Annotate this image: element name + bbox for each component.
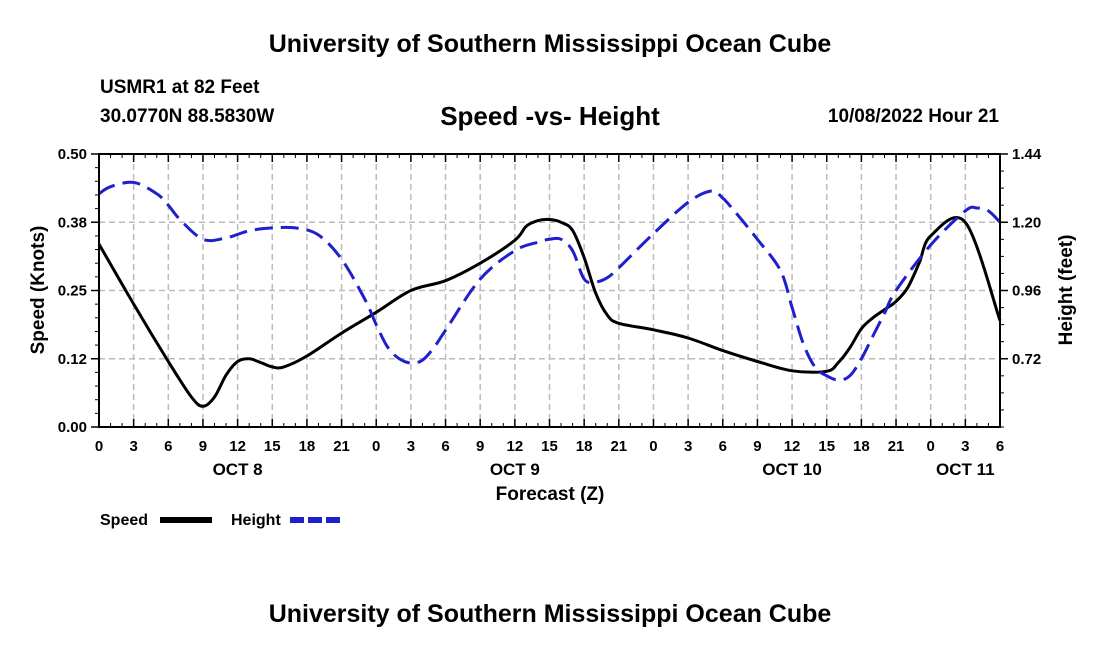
x-tick-label: 12 (507, 438, 524, 455)
axis-ticks (91, 153, 1008, 428)
y2-tick-label: 0.96 (1012, 283, 1041, 300)
x-tick-label: 15 (541, 438, 558, 455)
speed-series-line (97, 216, 1002, 408)
x-tick-label: 6 (996, 438, 1004, 455)
x-tick-label: 18 (299, 438, 316, 455)
y-tick-label: 0.50 (58, 146, 87, 163)
x-tick-label: 3 (961, 438, 969, 455)
x-tick-label: 21 (333, 438, 350, 455)
y2-axis-title: Height (feet) (1056, 235, 1077, 346)
x-tick-label: 18 (853, 438, 870, 455)
y-tick-label: 0.12 (58, 351, 87, 368)
page-title: University of Southern Mississippi Ocean… (268, 30, 832, 58)
legend-speed-label: Speed (100, 512, 148, 529)
y2-tick-label: 0.72 (1012, 351, 1041, 368)
x-tick-label: 15 (264, 438, 281, 455)
x-tick-label: 0 (372, 438, 380, 455)
x-tick-label: 21 (888, 438, 905, 455)
y-axis-title: Speed (Knots) (28, 226, 49, 355)
y2-tick-label: 1.44 (1012, 146, 1042, 163)
x-axis-title: Forecast (Z) (496, 484, 605, 505)
grid-lines (99, 154, 1000, 427)
x-tick-label: 0 (649, 438, 657, 455)
date-label: OCT 10 (762, 460, 822, 479)
legend-height-label: Height (231, 512, 281, 529)
x-tick-label: 3 (407, 438, 415, 455)
x-tick-label: 6 (441, 438, 449, 455)
x-tick-label: 3 (684, 438, 692, 455)
series-lines (97, 180, 1002, 408)
x-tick-label: 0 (95, 438, 103, 455)
x-tick-label: 6 (164, 438, 172, 455)
footer-title: University of Southern Mississippi Ocean… (268, 600, 832, 628)
x-tick-label: 12 (784, 438, 801, 455)
x-tick-label: 9 (476, 438, 484, 455)
axis-labels: 0 3 6 9 12 15 18 21 0 3 6 9 12 15 18 21 0 3 6 9 12 15 18 21 0 3 6O… (58, 146, 1042, 479)
x-tick-label: 9 (753, 438, 761, 455)
station-label: USMR1 at 82 Feet (100, 77, 260, 98)
y2-tick-label: 1.20 (1012, 214, 1041, 231)
x-tick-label: 18 (576, 438, 593, 455)
chart-subtitle: Speed -vs- Height (440, 101, 660, 131)
height-series-line (98, 180, 1002, 382)
x-tick-label: 9 (199, 438, 207, 455)
x-tick-label: 0 (927, 438, 935, 455)
y-tick-label: 0.25 (58, 283, 87, 300)
station-coordinates: 30.0770N 88.5830W (100, 106, 275, 127)
y-tick-label: 0.38 (58, 214, 87, 231)
legend: Speed Height (100, 512, 342, 529)
x-tick-label: 15 (818, 438, 835, 455)
date-label: OCT 11 (936, 460, 995, 479)
x-tick-label: 3 (129, 438, 137, 455)
date-label: OCT 9 (490, 460, 540, 479)
x-tick-label: 12 (229, 438, 246, 455)
forecast-datetime: 10/08/2022 Hour 21 (827, 106, 999, 127)
y-tick-label: 0.00 (58, 419, 87, 436)
date-label: OCT 8 (213, 460, 263, 479)
x-tick-label: 21 (610, 438, 627, 455)
x-tick-label: 6 (719, 438, 727, 455)
